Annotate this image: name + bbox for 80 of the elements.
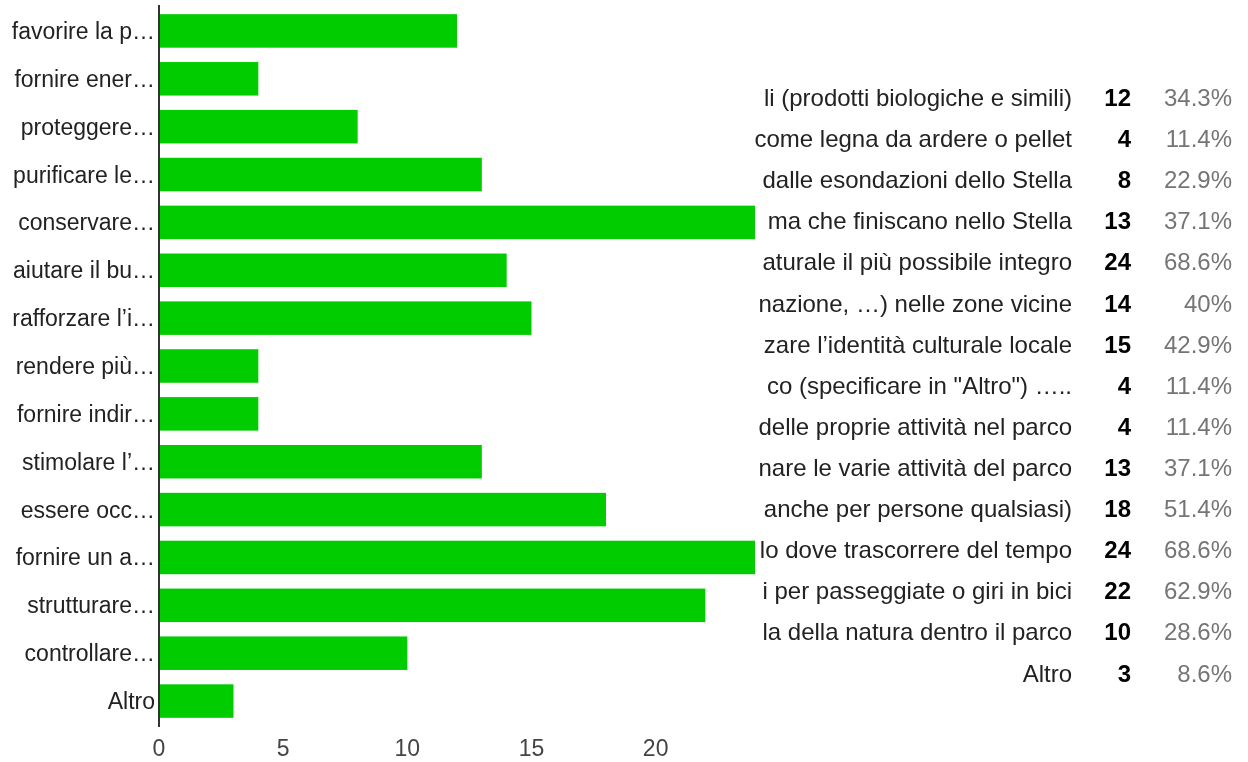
bar xyxy=(159,684,234,718)
y-tick-label: rendere più… xyxy=(15,353,155,379)
category-label: aturale il più possibile integro xyxy=(762,248,1072,276)
category-label: come legna da ardere o pellet xyxy=(754,125,1073,153)
category-label: co (specificare in "Altro") ….. xyxy=(766,371,1072,399)
x-tick-label: 20 xyxy=(642,735,669,761)
x-tick-label: 10 xyxy=(394,735,421,761)
category-label: dalle esondazioni dello Stella xyxy=(762,166,1073,194)
data-label: 68.6% xyxy=(1163,536,1232,564)
category-label: lo dove trascorrere del tempo xyxy=(759,536,1072,564)
data-label: 11.4% xyxy=(1165,125,1232,153)
category-label: zare l’identità culturale locale xyxy=(763,330,1072,358)
data-label: 24 xyxy=(1104,248,1132,276)
bar xyxy=(159,636,408,670)
data-label: 68.6% xyxy=(1163,248,1232,276)
data-label: 4 xyxy=(1117,412,1132,440)
bar xyxy=(159,349,259,383)
y-tick-label: strutturare… xyxy=(27,592,155,619)
data-label: 42.9% xyxy=(1163,330,1232,358)
bar xyxy=(159,157,482,192)
y-tick-label: rafforzare l’i… xyxy=(12,305,155,332)
y-tick-label: fornire un a… xyxy=(15,544,155,571)
data-label: 13 xyxy=(1104,207,1131,235)
y-tick-label: aiutare il bu… xyxy=(13,257,155,284)
data-label: 62.9% xyxy=(1163,577,1232,605)
category-label: ma che finiscano nello Stella xyxy=(767,207,1073,235)
data-label: 28.6% xyxy=(1163,618,1232,646)
category-label: delle proprie attività nel parco xyxy=(758,412,1072,440)
x-tick-label: 5 xyxy=(276,735,290,761)
data-label: 8 xyxy=(1117,166,1131,194)
data-label: 8.6% xyxy=(1177,659,1232,687)
category-label: nare le varie attività del parco xyxy=(758,453,1072,481)
data-label: 13 xyxy=(1104,453,1131,481)
data-label: 11.4% xyxy=(1165,371,1232,399)
x-tick-label: 0 xyxy=(152,735,166,761)
data-label: 3 xyxy=(1117,659,1131,687)
y-tick-label: purificare le… xyxy=(13,161,155,188)
y-tick-label: favorire la p… xyxy=(11,17,155,44)
category-label: Altro xyxy=(1022,659,1072,687)
data-label: 18 xyxy=(1104,495,1131,523)
y-tick-label: Altro xyxy=(107,688,155,715)
y-tick-label: stimolare l’… xyxy=(22,448,155,475)
data-label: 10 xyxy=(1104,618,1131,646)
data-label: 40% xyxy=(1183,289,1232,317)
data-label: 4 xyxy=(1117,371,1132,399)
data-label: 12 xyxy=(1104,84,1131,111)
bar xyxy=(159,14,457,48)
data-label: 51.4% xyxy=(1163,495,1232,523)
bar xyxy=(159,301,532,335)
x-tick-label: 15 xyxy=(518,735,545,761)
y-tick-label: proteggere… xyxy=(20,113,155,140)
data-label: 37.1% xyxy=(1163,453,1232,481)
bar xyxy=(159,397,259,431)
data-label: 22 xyxy=(1104,577,1131,605)
bar xyxy=(159,253,507,288)
bar xyxy=(159,588,706,623)
bar xyxy=(159,540,755,575)
bar xyxy=(159,444,482,479)
category-label: i per passeggiate o giri in bici xyxy=(762,577,1072,605)
category-label: li (prodotti biologiche e simili) xyxy=(763,84,1072,111)
category-label: la della natura dentro il parco xyxy=(762,618,1072,646)
category-label: anche per persone qualsiasi) xyxy=(763,495,1072,523)
data-label: 34.3% xyxy=(1163,84,1232,111)
data-label: 15 xyxy=(1104,330,1131,358)
bar xyxy=(159,205,755,240)
y-tick-label: essere occ… xyxy=(20,496,155,523)
bar xyxy=(159,62,259,96)
data-label: 14 xyxy=(1104,289,1132,317)
y-tick-label: fornire indir… xyxy=(16,400,155,427)
data-label: 22.9% xyxy=(1163,166,1232,194)
y-tick-label: conservare… xyxy=(18,209,155,236)
category-label: nazione, …) nelle zone vicine xyxy=(758,289,1072,317)
bar xyxy=(159,109,358,144)
data-label: 24 xyxy=(1104,536,1132,564)
data-label: 37.1% xyxy=(1163,207,1232,235)
bar xyxy=(159,492,606,527)
data-label: 4 xyxy=(1117,125,1132,153)
data-label: 11.4% xyxy=(1165,412,1232,440)
y-tick-label: fornire ener… xyxy=(14,65,155,92)
y-tick-label: controllare… xyxy=(24,640,155,667)
